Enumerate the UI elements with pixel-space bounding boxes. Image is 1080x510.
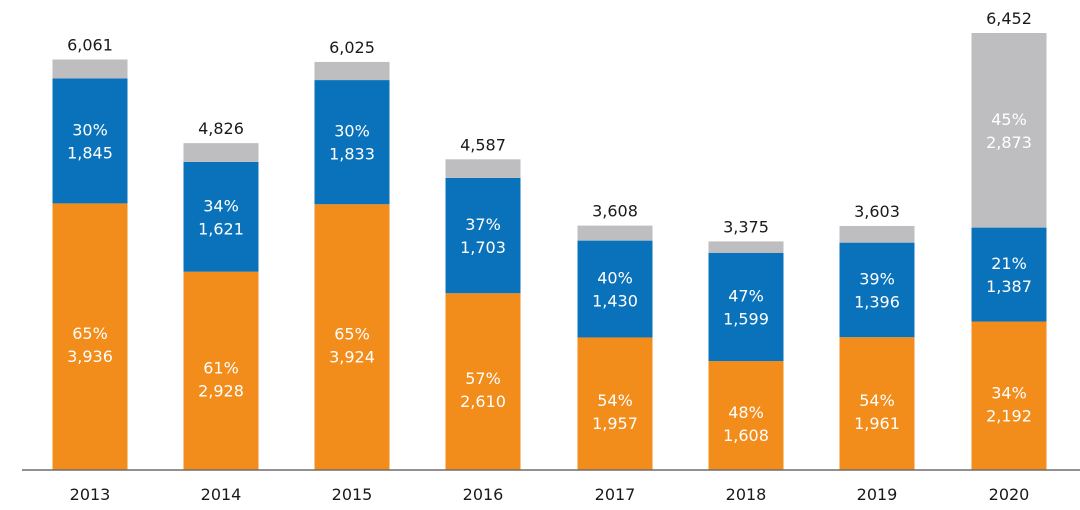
segment-value-label: 1,608 bbox=[723, 426, 769, 445]
bar-segment-2020-0 bbox=[971, 321, 1047, 470]
segment-percent-label: 40% bbox=[597, 269, 633, 288]
x-tick-label: 2014 bbox=[201, 485, 242, 504]
segment-value-label: 1,845 bbox=[67, 143, 113, 162]
bar-total-label: 4,826 bbox=[198, 119, 244, 138]
bar-segment-2018-2 bbox=[708, 241, 784, 253]
bar-segment-2015-1 bbox=[314, 80, 390, 205]
segment-value-label: 1,621 bbox=[198, 219, 244, 238]
segment-value-label: 3,924 bbox=[329, 348, 375, 367]
bar-segment-2020-1 bbox=[971, 227, 1047, 322]
bar-segment-2019-0 bbox=[839, 337, 915, 470]
bar-segment-2019-2 bbox=[839, 225, 915, 243]
x-tick-label: 2019 bbox=[857, 485, 898, 504]
bar-segment-2014-1 bbox=[183, 161, 259, 272]
bars-layer bbox=[52, 33, 1047, 470]
bar-total-label: 3,603 bbox=[854, 202, 900, 221]
bar-segment-2020-2 bbox=[971, 33, 1047, 228]
segment-percent-label: 65% bbox=[334, 325, 370, 344]
labels-layer: 65% 3,936 30% 1,845 6,061 2013 61% 2,928 34% 1,62… bbox=[67, 9, 1032, 504]
bar-segment-2018-0 bbox=[708, 361, 784, 470]
x-tick-label: 2017 bbox=[595, 485, 636, 504]
bar-segment-2017-1 bbox=[577, 240, 653, 338]
segment-percent-label: 30% bbox=[72, 120, 108, 139]
x-tick-label: 2013 bbox=[70, 485, 111, 504]
bar-total-label: 6,061 bbox=[67, 35, 113, 54]
segment-value-label: 3,936 bbox=[67, 347, 113, 366]
x-tick-label: 2016 bbox=[463, 485, 504, 504]
segment-percent-label: 37% bbox=[465, 215, 501, 234]
segment-value-label: 1,833 bbox=[329, 145, 375, 164]
segment-percent-label: 65% bbox=[72, 324, 108, 343]
bar-segment-2015-2 bbox=[314, 61, 390, 81]
bar-segment-2016-2 bbox=[445, 159, 521, 178]
bar-total-label: 4,587 bbox=[460, 135, 506, 154]
segment-value-label: 2,192 bbox=[986, 406, 1032, 425]
segment-value-label: 1,961 bbox=[854, 414, 900, 433]
segment-percent-label: 57% bbox=[465, 369, 501, 388]
bar-segment-2013-1 bbox=[52, 78, 128, 204]
bar-segment-2015-0 bbox=[314, 204, 390, 470]
bar-total-label: 6,452 bbox=[986, 9, 1032, 28]
bar-segment-2018-1 bbox=[708, 252, 784, 362]
segment-value-label: 2,610 bbox=[460, 392, 506, 411]
segment-percent-label: 48% bbox=[728, 403, 764, 422]
segment-percent-label: 39% bbox=[859, 269, 895, 288]
segment-percent-label: 34% bbox=[203, 196, 239, 215]
segment-value-label: 1,387 bbox=[986, 277, 1032, 296]
segment-percent-label: 21% bbox=[991, 254, 1027, 273]
segment-value-label: 1,396 bbox=[854, 292, 900, 311]
segment-percent-label: 45% bbox=[991, 110, 1027, 129]
segment-percent-label: 30% bbox=[334, 122, 370, 141]
bar-segment-2017-0 bbox=[577, 337, 653, 470]
segment-value-label: 2,928 bbox=[198, 381, 244, 400]
x-tick-label: 2018 bbox=[726, 485, 767, 504]
bar-segment-2016-1 bbox=[445, 177, 521, 294]
segment-percent-label: 61% bbox=[203, 358, 239, 377]
bar-total-label: 3,608 bbox=[592, 202, 638, 221]
segment-value-label: 1,599 bbox=[723, 309, 769, 328]
segment-value-label: 2,873 bbox=[986, 133, 1032, 152]
bar-segment-2014-2 bbox=[183, 143, 259, 162]
bar-segment-2017-2 bbox=[577, 225, 653, 241]
segment-percent-label: 34% bbox=[991, 383, 1027, 402]
segment-value-label: 1,703 bbox=[460, 238, 506, 257]
segment-percent-label: 47% bbox=[728, 286, 764, 305]
bar-segment-2019-1 bbox=[839, 242, 915, 338]
bar-total-label: 3,375 bbox=[723, 217, 769, 236]
x-tick-label: 2015 bbox=[332, 485, 373, 504]
x-tick-label: 2020 bbox=[989, 485, 1030, 504]
segment-percent-label: 54% bbox=[597, 391, 633, 410]
segment-percent-label: 54% bbox=[859, 391, 895, 410]
bar-segment-2016-0 bbox=[445, 293, 521, 470]
bar-segment-2013-0 bbox=[52, 203, 128, 470]
bar-total-label: 6,025 bbox=[329, 38, 375, 57]
bar-segment-2014-0 bbox=[183, 271, 259, 470]
segment-value-label: 1,430 bbox=[592, 292, 638, 311]
bar-segment-2013-2 bbox=[52, 59, 128, 79]
segment-value-label: 1,957 bbox=[592, 414, 638, 433]
